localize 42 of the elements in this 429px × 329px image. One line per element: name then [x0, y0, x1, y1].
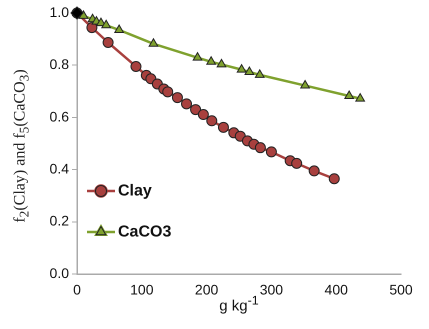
- point: [198, 109, 209, 120]
- point: [355, 93, 366, 102]
- point: [244, 66, 254, 75]
- y-tick-label: 0.4: [50, 160, 70, 176]
- point: [162, 86, 174, 98]
- point: [328, 173, 340, 184]
- x-tick-label: 100: [130, 281, 154, 298]
- y-tick-label: 0.6: [50, 108, 70, 124]
- point: [266, 146, 277, 158]
- point: [102, 36, 114, 48]
- y-tick-label: 1.0: [50, 4, 70, 20]
- point: [308, 165, 320, 176]
- point: [300, 80, 310, 89]
- y-tick-label: 0.2: [50, 212, 70, 229]
- point: [192, 52, 202, 61]
- point: [254, 142, 266, 154]
- point: [236, 64, 246, 73]
- y-tick-label: 0.8: [50, 56, 70, 72]
- point: [86, 22, 98, 34]
- x-tick-label: 300: [260, 281, 284, 298]
- x-tick-label: 0: [73, 281, 82, 298]
- point: [206, 56, 216, 65]
- point: [291, 158, 302, 169]
- y-tick-label: 0.0: [50, 264, 70, 281]
- legend-label: CaCO3: [118, 223, 172, 240]
- x-tick-label: 200: [194, 281, 218, 298]
- point: [181, 98, 192, 110]
- point: [130, 61, 142, 72]
- point: [190, 104, 202, 116]
- x-tick-label: 500: [389, 281, 413, 298]
- point: [148, 38, 158, 47]
- x-axis-title: g kg$^{-1}$: [219, 294, 259, 314]
- point: [218, 122, 229, 133]
- x-tick-label: 400: [324, 281, 348, 298]
- point: [344, 90, 354, 99]
- point: [254, 69, 265, 78]
- legend-label: Clay: [118, 182, 152, 200]
- point: [172, 92, 183, 104]
- point: [216, 58, 226, 68]
- point: [206, 115, 218, 126]
- point: [114, 24, 124, 33]
- point: [101, 20, 111, 28]
